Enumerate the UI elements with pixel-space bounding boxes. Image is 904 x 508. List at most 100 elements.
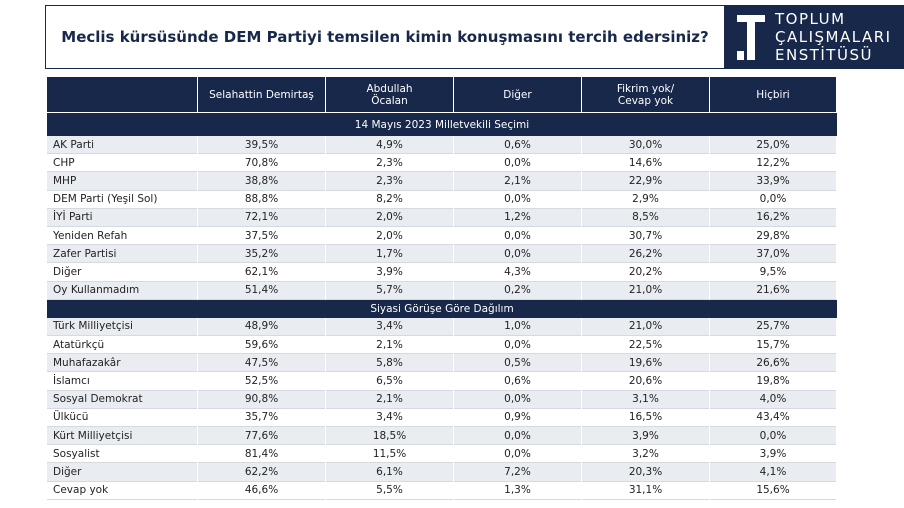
value-cell: 19,8%	[710, 372, 836, 391]
row-label: DEM Parti (Yeşil Sol)	[47, 190, 197, 209]
row-label: Sosyalist	[47, 445, 197, 464]
value-cell: 6,1%	[326, 463, 453, 482]
logo-icon	[737, 15, 765, 60]
value-cell: 30,0%	[582, 136, 709, 155]
value-cell: 4,3%	[454, 263, 581, 282]
value-cell: 62,2%	[198, 463, 325, 482]
logo-text: TOPLUM	[775, 10, 846, 28]
row-label: Kürt Milliyetçisi	[47, 427, 197, 446]
row-label: Türk Milliyetçisi	[47, 317, 197, 336]
value-cell: 48,9%	[198, 317, 325, 336]
value-cell: 5,5%	[326, 481, 453, 500]
value-cell: 35,7%	[198, 408, 325, 427]
value-cell: 37,0%	[710, 245, 836, 264]
value-cell: 2,1%	[454, 172, 581, 191]
title-box: Meclis kürsüsünde DEM Partiyi temsilen k…	[45, 5, 725, 69]
value-cell: 51,4%	[198, 281, 325, 300]
header-cell: Diğer	[454, 77, 581, 112]
value-cell: 7,2%	[454, 463, 581, 482]
value-cell: 2,1%	[326, 336, 453, 355]
value-cell: 16,2%	[710, 208, 836, 227]
header-cell: Selahattin Demirtaş	[198, 77, 325, 112]
header-cell: Abdullah Öcalan	[326, 77, 453, 112]
value-cell: 1,3%	[454, 481, 581, 500]
value-cell: 2,3%	[326, 172, 453, 191]
row-label: Diğer	[47, 263, 197, 282]
value-cell: 2,0%	[326, 208, 453, 227]
value-cell: 4,9%	[326, 136, 453, 155]
value-cell: 77,6%	[198, 427, 325, 446]
value-cell: 15,7%	[710, 336, 836, 355]
row-label: Cevap yok	[47, 481, 197, 500]
value-cell: 72,1%	[198, 208, 325, 227]
column-header: Öcalan	[371, 94, 408, 107]
value-cell: 3,4%	[326, 317, 453, 336]
row-label: Diğer	[47, 463, 197, 482]
value-cell: 20,2%	[582, 263, 709, 282]
value-cell: 47,5%	[198, 354, 325, 373]
row-label: Zafer Partisi	[47, 245, 197, 264]
value-cell: 88,8%	[198, 190, 325, 209]
value-cell: 1,0%	[454, 317, 581, 336]
column-header: Selahattin Demirtaş	[209, 88, 314, 101]
value-cell: 59,6%	[198, 336, 325, 355]
logo: TOPLUM ÇALIŞMALARI ENSTİTÜSÜ	[725, 5, 904, 69]
value-cell: 22,5%	[582, 336, 709, 355]
section-title: Siyasi Görüşe Göre Dağılım	[47, 299, 837, 318]
value-cell: 1,7%	[326, 245, 453, 264]
row-label: Oy Kullanmadım	[47, 281, 197, 300]
value-cell: 0,2%	[454, 281, 581, 300]
value-cell: 15,6%	[710, 481, 836, 500]
value-cell: 21,6%	[710, 281, 836, 300]
value-cell: 0,0%	[454, 245, 581, 264]
row-label: Ülkücü	[47, 408, 197, 427]
value-cell: 0,9%	[454, 408, 581, 427]
logo-text: ÇALIŞMALARI	[775, 28, 892, 46]
value-cell: 0,5%	[454, 354, 581, 373]
value-cell: 37,5%	[198, 227, 325, 246]
value-cell: 2,0%	[326, 227, 453, 246]
value-cell: 26,6%	[710, 354, 836, 373]
value-cell: 2,3%	[326, 154, 453, 173]
value-cell: 62,1%	[198, 263, 325, 282]
value-cell: 0,0%	[710, 190, 836, 209]
row-label: Yeniden Refah	[47, 227, 197, 246]
section-title: 14 Mayıs 2023 Milletvekili Seçimi	[47, 113, 837, 136]
value-cell: 5,7%	[326, 281, 453, 300]
value-cell: 0,0%	[454, 445, 581, 464]
value-cell: 43,4%	[710, 408, 836, 427]
value-cell: 0,6%	[454, 136, 581, 155]
title: Meclis kürsüsünde DEM Partiyi temsilen k…	[61, 28, 709, 46]
row-label: CHP	[47, 154, 197, 173]
value-cell: 2,9%	[582, 190, 709, 209]
value-cell: 12,2%	[710, 154, 836, 173]
row-label: Atatürkçü	[47, 336, 197, 355]
value-cell: 26,2%	[582, 245, 709, 264]
value-cell: 30,7%	[582, 227, 709, 246]
value-cell: 0,0%	[454, 227, 581, 246]
value-cell: 16,5%	[582, 408, 709, 427]
value-cell: 1,2%	[454, 208, 581, 227]
column-header: Diğer	[503, 88, 532, 101]
value-cell: 21,0%	[582, 281, 709, 300]
value-cell: 4,1%	[710, 463, 836, 482]
header-cell: Fikrim yok/Cevap yok	[582, 77, 709, 112]
row-label: AK Parti	[47, 136, 197, 155]
value-cell: 2,1%	[326, 390, 453, 409]
value-cell: 0,0%	[454, 154, 581, 173]
column-header: Abdullah	[366, 82, 413, 95]
value-cell: 8,2%	[326, 190, 453, 209]
value-cell: 33,9%	[710, 172, 836, 191]
value-cell: 31,1%	[582, 481, 709, 500]
column-header: Fikrim yok/	[616, 82, 675, 95]
value-cell: 38,8%	[198, 172, 325, 191]
row-label: Muhafazakâr	[47, 354, 197, 373]
value-cell: 3,9%	[710, 445, 836, 464]
value-cell: 14,6%	[582, 154, 709, 173]
value-cell: 22,9%	[582, 172, 709, 191]
value-cell: 3,1%	[582, 390, 709, 409]
value-cell: 20,6%	[582, 372, 709, 391]
header-cell: Hiçbiri	[710, 77, 836, 112]
value-cell: 21,0%	[582, 317, 709, 336]
